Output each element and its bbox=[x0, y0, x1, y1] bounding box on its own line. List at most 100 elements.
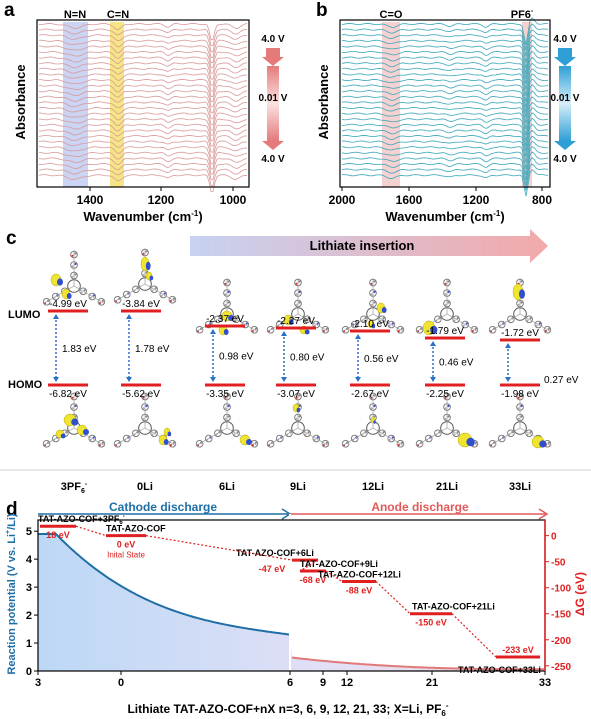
atom bbox=[163, 292, 166, 295]
ring bbox=[378, 429, 386, 438]
band-gap: 1.83 eV bbox=[62, 344, 97, 355]
right-axis-ticks: 0 -50 -100 -150 -200 -250 bbox=[545, 532, 571, 673]
spectra-lines-a bbox=[38, 22, 248, 193]
molecule bbox=[266, 392, 330, 448]
panel-c-label: c bbox=[6, 228, 17, 249]
spectra-lines-b bbox=[341, 17, 549, 197]
orbital-lobe bbox=[66, 293, 72, 299]
atom bbox=[322, 443, 325, 446]
arrow-up-icon bbox=[430, 341, 436, 346]
ring bbox=[434, 315, 442, 324]
atom bbox=[295, 293, 298, 296]
atom bbox=[520, 301, 523, 304]
bond bbox=[372, 313, 405, 333]
x-axis-ticks: 3 0 6 9 12 21 33 bbox=[35, 671, 551, 689]
atom bbox=[307, 431, 310, 434]
state-label: 6Li bbox=[219, 481, 235, 493]
ring bbox=[303, 315, 311, 324]
x-tick-label: 3 bbox=[35, 677, 41, 689]
atom bbox=[373, 301, 376, 304]
panel-d-chart: Cathode discharge Anode discharge TAT-AZ… bbox=[5, 500, 587, 718]
atom bbox=[74, 262, 77, 266]
atom bbox=[295, 396, 298, 399]
left-tick-label: 3 bbox=[26, 582, 32, 594]
x-tick-label: 9 bbox=[320, 677, 326, 689]
state-energy: 0 eV bbox=[117, 540, 136, 550]
orbital-lobe bbox=[71, 418, 79, 426]
spectrum-line bbox=[341, 44, 549, 74]
atom bbox=[74, 273, 77, 276]
spectrum-line bbox=[38, 146, 248, 165]
voltage-bar-b bbox=[559, 66, 571, 141]
state-name: TAT-AZO-COF+9Li bbox=[300, 559, 378, 569]
orbital-lobe bbox=[371, 323, 376, 329]
spectrum-line bbox=[38, 157, 248, 175]
arrow-down-icon bbox=[262, 141, 284, 150]
ring bbox=[159, 290, 168, 299]
ring bbox=[214, 429, 222, 438]
spectrum-line bbox=[38, 73, 247, 92]
atom bbox=[547, 441, 551, 444]
ring bbox=[88, 434, 97, 443]
voltage-top-b: 4.0 V bbox=[553, 34, 577, 45]
molecule bbox=[266, 278, 330, 335]
ring bbox=[470, 325, 479, 334]
atom bbox=[379, 319, 382, 322]
spectrum-line bbox=[341, 102, 549, 130]
bond bbox=[266, 313, 299, 333]
atom bbox=[224, 282, 227, 285]
spectrum-line bbox=[341, 34, 549, 63]
orbital-lobe bbox=[57, 278, 63, 286]
spectrum-line bbox=[39, 129, 248, 147]
molecule bbox=[42, 250, 106, 306]
ring bbox=[150, 285, 158, 294]
atom bbox=[444, 417, 447, 420]
right-tick-label: -150 bbox=[551, 610, 571, 621]
spectrum-line bbox=[341, 90, 549, 118]
atom bbox=[224, 293, 227, 296]
spectrum-line bbox=[341, 84, 549, 113]
voltage-bot-b: 4.0 V bbox=[553, 154, 577, 165]
atom bbox=[142, 396, 145, 399]
ring bbox=[232, 429, 240, 438]
ring bbox=[132, 429, 140, 438]
x-tick-label: 12 bbox=[341, 677, 353, 689]
bond bbox=[144, 283, 177, 303]
spectrum-line bbox=[341, 23, 549, 51]
x-tick-label-b: 2000 bbox=[329, 193, 356, 207]
cathode-potential-curve bbox=[38, 533, 291, 636]
spectrum-line bbox=[38, 174, 248, 193]
energy-connector bbox=[325, 570, 343, 582]
atom bbox=[295, 303, 298, 306]
atom bbox=[254, 441, 258, 444]
panel-c-orbitals: Lithiate insertion LUMO HOMO -4.99 eV -6.… bbox=[0, 229, 591, 495]
ring bbox=[387, 320, 396, 329]
orbital-lobe bbox=[304, 329, 310, 335]
arrow-up-icon bbox=[281, 331, 287, 336]
atom bbox=[224, 417, 227, 420]
orbital-lobe bbox=[539, 440, 547, 448]
atom bbox=[373, 404, 376, 408]
lumo-energy: -2.27 eV bbox=[277, 316, 315, 327]
atom bbox=[295, 282, 298, 285]
atom bbox=[400, 441, 404, 444]
plot-frame-b bbox=[339, 19, 551, 188]
ring bbox=[452, 429, 460, 438]
atom bbox=[89, 296, 92, 299]
lumo-energy: -2.10 eV bbox=[351, 319, 389, 330]
spectrum-line bbox=[38, 168, 247, 187]
homo-energy: -3.35 eV bbox=[206, 389, 244, 400]
atom bbox=[233, 433, 236, 436]
panel-a-label: a bbox=[4, 0, 15, 21]
molecule bbox=[42, 392, 106, 448]
bond bbox=[113, 283, 146, 303]
atom bbox=[370, 407, 373, 410]
cathode-discharge-label: Cathode discharge bbox=[109, 500, 217, 514]
ring bbox=[350, 434, 359, 443]
energy-connector bbox=[375, 581, 411, 615]
ring bbox=[525, 429, 533, 438]
spectrum-line bbox=[38, 112, 248, 131]
band-gap: 0.56 eV bbox=[364, 354, 399, 365]
molecule bbox=[415, 278, 479, 336]
molecule bbox=[341, 278, 405, 334]
